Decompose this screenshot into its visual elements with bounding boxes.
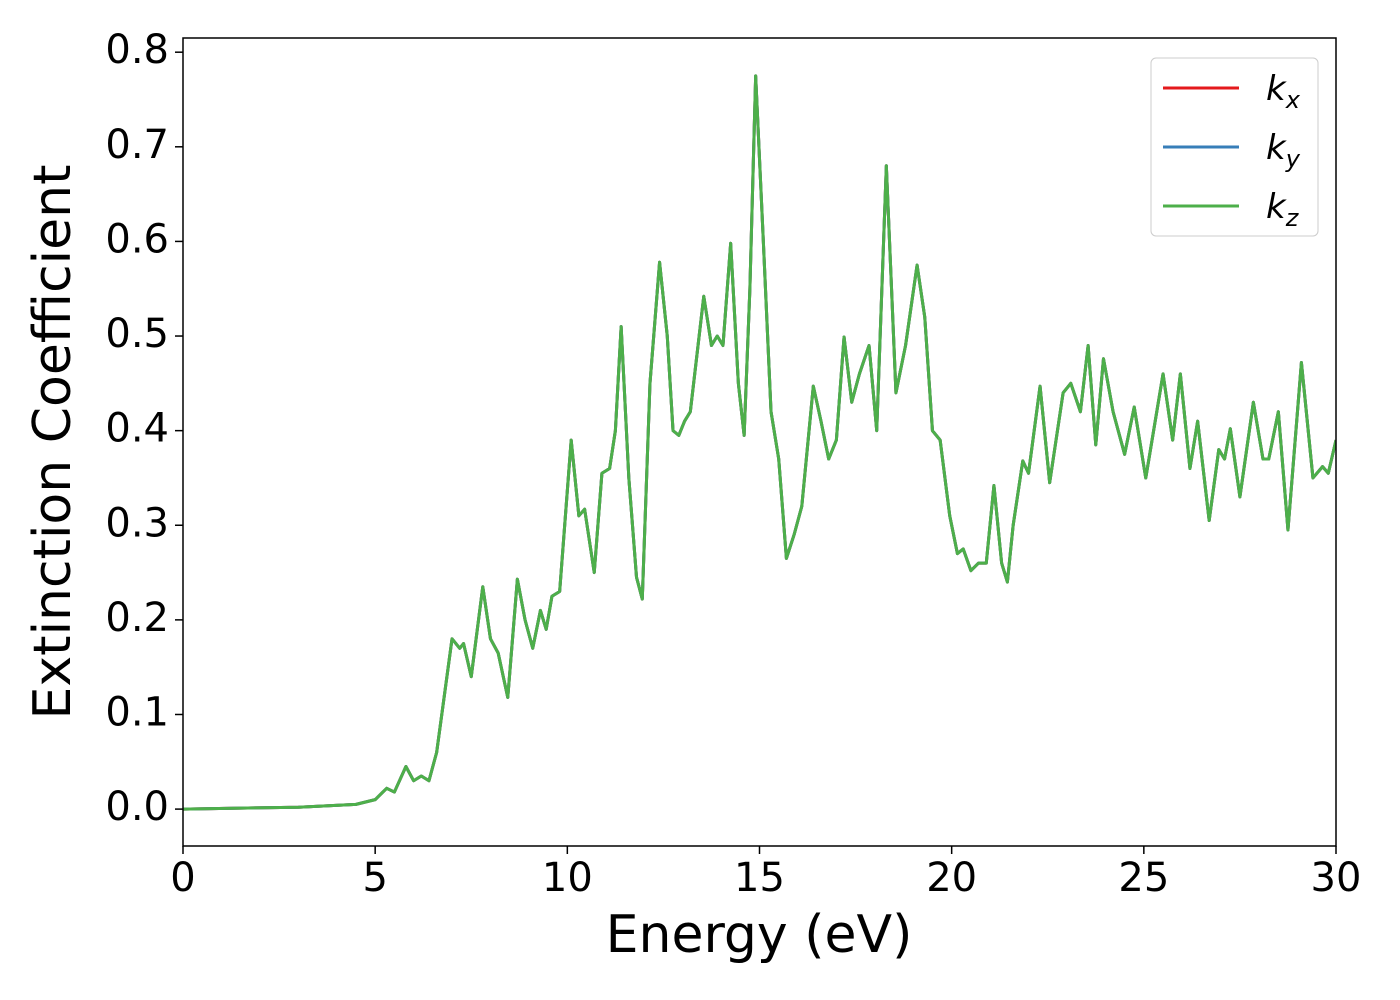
data-line xyxy=(183,74,1336,811)
plot-frame xyxy=(182,37,1337,847)
x-tick-label: 0 xyxy=(170,855,195,901)
y-tick-label: 0.8 xyxy=(105,27,169,73)
legend-label: kx xyxy=(1266,69,1301,114)
x-tick-label: 10 xyxy=(542,855,593,901)
legend-label: kz xyxy=(1266,187,1300,232)
y-tick-label: 0.1 xyxy=(105,689,169,735)
y-tick-label: 0.2 xyxy=(105,595,169,641)
x-tick-label: 20 xyxy=(926,855,977,901)
y-tick-label: 0.3 xyxy=(105,500,169,546)
y-tick-label: 0.6 xyxy=(105,216,169,262)
x-tick-label: 30 xyxy=(1311,855,1362,901)
y-axis-label: Extinction Coefficient xyxy=(23,165,83,720)
x-tick-label: 15 xyxy=(734,855,785,901)
x-axis-label: Energy (eV) xyxy=(606,905,913,965)
y-tick-label: 0.5 xyxy=(105,311,169,357)
legend-label: ky xyxy=(1266,128,1301,173)
y-tick-label: 0.7 xyxy=(105,122,169,168)
y-tick-label: 0.0 xyxy=(105,784,169,830)
x-tick-label: 25 xyxy=(1118,855,1169,901)
x-tick-label: 5 xyxy=(362,855,387,901)
y-tick-label: 0.4 xyxy=(105,406,169,452)
